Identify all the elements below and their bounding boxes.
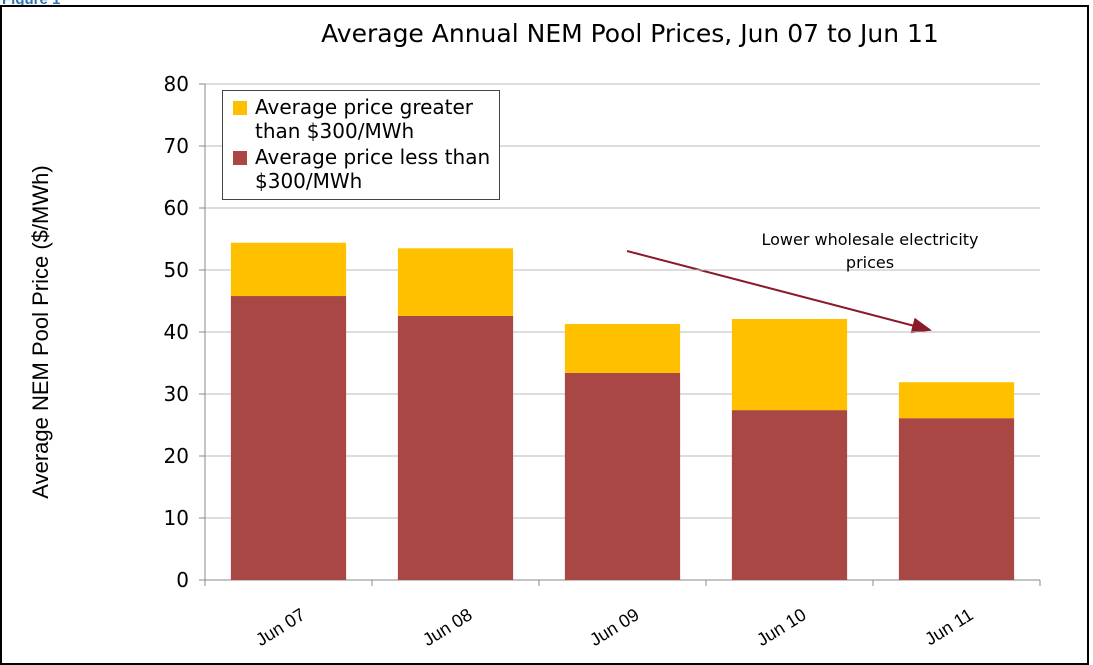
figure-label: Figure 1 [2,0,60,8]
bar-segment [898,382,1015,419]
y-tick-label: 30 [164,382,189,406]
bar-segment [230,296,347,580]
legend-swatch [233,151,247,165]
bar-segment [564,323,681,373]
x-tick-label: Jun 10 [753,604,809,650]
x-tick-label: Jun 11 [921,604,976,649]
legend-label: Average price greater than $300/MWh [255,95,474,143]
y-tick-label: 70 [164,134,189,158]
bar-segment [898,418,1015,580]
legend-swatch [233,101,247,115]
y-tick-label: 10 [164,506,189,530]
bar-segment [564,372,681,580]
chart-title: Average Annual NEM Pool Prices, Jun 07 t… [321,19,939,48]
legend-item: Average price less than $300/MWh [229,145,495,193]
bar-segment [397,248,514,316]
y-axis-label: Average NEM Pool Price ($/MWh) [28,165,53,498]
legend: Average price greater than $300/MWh Avera… [222,90,500,200]
y-tick-label: 0 [176,568,189,592]
trend-arrow [626,250,932,334]
legend-item: Average price greater than $300/MWh [229,95,495,143]
y-tick-label: 20 [164,444,189,468]
bar-segment [731,318,848,411]
y-tick-label: 40 [164,320,189,344]
x-tick-label: Jun 08 [419,604,475,650]
y-tick-label: 50 [164,258,189,282]
legend-label: Average price less than $300/MWh [255,145,491,193]
annotation: Lower wholesale electricity prices [761,230,979,272]
bar-segment [397,315,514,580]
y-tick-label: 60 [164,196,189,220]
x-tick-label: Jun 09 [586,604,642,650]
x-tick-label: Jun 07 [252,604,308,650]
bar-segment [731,410,848,580]
bar-segment [230,242,347,297]
y-tick-label: 80 [164,72,189,96]
